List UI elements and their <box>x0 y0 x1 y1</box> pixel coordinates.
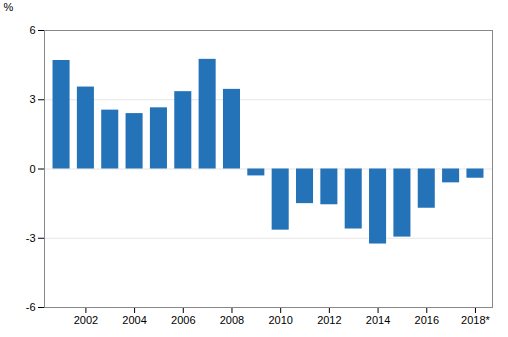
svg-text:2018*: 2018* <box>461 314 490 326</box>
svg-text:2012: 2012 <box>317 314 341 326</box>
svg-text:-6: -6 <box>26 301 36 313</box>
svg-text:2002: 2002 <box>74 314 98 326</box>
svg-text:6: 6 <box>29 24 35 36</box>
svg-text:2010: 2010 <box>268 314 292 326</box>
svg-text:0: 0 <box>29 163 35 175</box>
svg-text:-3: -3 <box>26 232 36 244</box>
svg-text:2004: 2004 <box>122 314 146 326</box>
svg-text:%: % <box>4 1 14 13</box>
svg-text:2006: 2006 <box>171 314 195 326</box>
svg-text:2014: 2014 <box>366 314 390 326</box>
svg-text:2008: 2008 <box>220 314 244 326</box>
svg-text:2016: 2016 <box>415 314 439 326</box>
svg-text:3: 3 <box>29 93 35 105</box>
